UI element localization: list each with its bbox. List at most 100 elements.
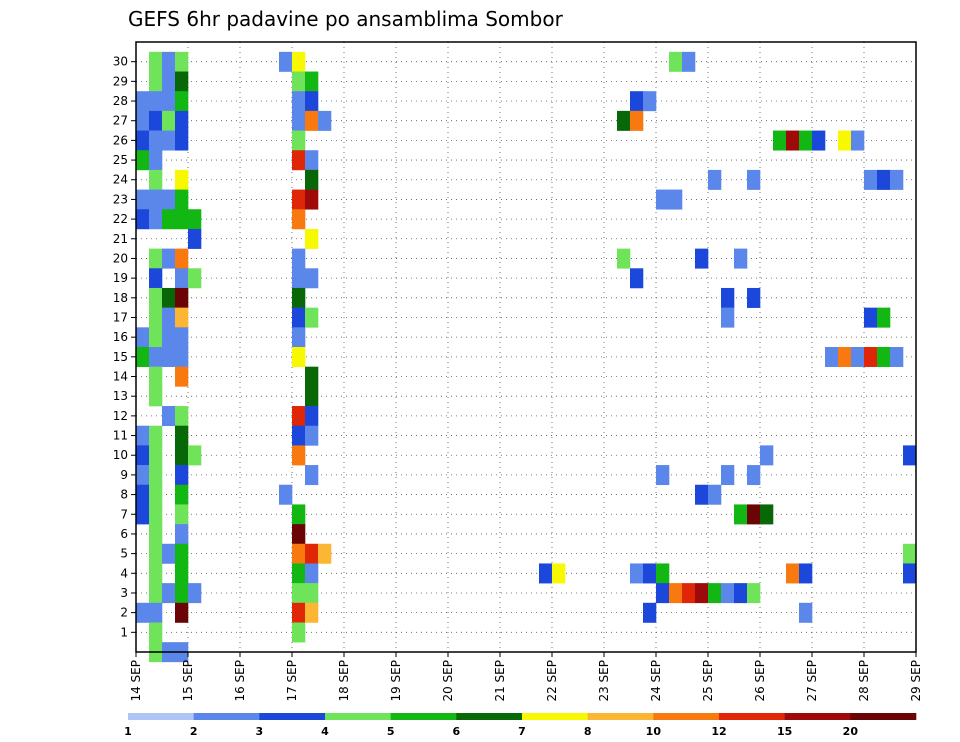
y-tick-label: 1 <box>120 625 128 639</box>
x-tick-label: 27 SEP <box>805 660 819 702</box>
colorbar-swatch <box>522 713 588 720</box>
x-tick-label: 16 SEP <box>233 660 247 702</box>
heatmap-cell <box>162 71 176 92</box>
y-tick-label: 2 <box>120 606 128 620</box>
heatmap-cell <box>149 51 163 72</box>
heatmap-cell <box>799 130 813 151</box>
heatmap-cell <box>305 543 319 564</box>
heatmap-cell <box>812 130 826 151</box>
heatmap-cell <box>851 130 865 151</box>
y-tick-label: 22 <box>113 212 128 226</box>
y-tick-label: 9 <box>120 468 128 482</box>
heatmap-cell <box>890 169 904 190</box>
heatmap-cell <box>188 583 202 604</box>
heatmap-cell <box>630 563 644 584</box>
heatmap-cell <box>162 543 176 564</box>
heatmap-cell <box>149 543 163 564</box>
colorbar-level-label: 6 <box>453 725 461 738</box>
heatmap-cell <box>747 504 761 525</box>
colorbar-level-label: 15 <box>777 725 792 738</box>
heatmap-cell <box>656 583 670 604</box>
heatmap-cell <box>305 91 319 112</box>
x-tick-label: 17 SEP <box>285 660 299 702</box>
heatmap-cell <box>305 406 319 427</box>
heatmap-cell <box>656 189 670 210</box>
heatmap-cell <box>669 583 683 604</box>
heatmap-cell <box>292 504 306 525</box>
y-tick-label: 13 <box>113 389 128 403</box>
heatmap-cell <box>292 150 306 171</box>
x-tick-label: 21 SEP <box>493 660 507 702</box>
heatmap-cell <box>175 543 189 564</box>
heatmap-cell <box>292 622 306 643</box>
heatmap-cell <box>175 110 189 131</box>
heatmap-cell <box>760 445 774 466</box>
heatmap-cell <box>175 268 189 289</box>
heatmap-cell <box>136 327 150 348</box>
heatmap-cell <box>149 150 163 171</box>
y-tick-label: 30 <box>113 55 128 69</box>
x-axis-ticks: 14 SEP 15 SEP 16 SEP 17 SEP 18 SEP 19 SEP 20 S… <box>129 652 923 702</box>
heatmap-cell <box>149 110 163 131</box>
colorbar-swatch <box>850 713 917 720</box>
heatmap-cell <box>305 189 319 210</box>
x-tick-label: 29 SEP <box>909 660 923 702</box>
x-tick-label: 24 SEP <box>649 660 663 702</box>
heatmap-cell <box>721 307 735 328</box>
heatmap-cell <box>162 130 176 151</box>
heatmap-cell <box>305 268 319 289</box>
heatmap-cell <box>149 189 163 210</box>
heatmap-cell <box>318 543 332 564</box>
y-tick-label: 8 <box>120 488 128 502</box>
x-tick-label: 23 SEP <box>597 660 611 702</box>
heatmap-cell <box>136 110 150 131</box>
colorbar-level-label: 5 <box>387 725 395 738</box>
y-tick-label: 19 <box>113 271 128 285</box>
colorbar-level-label: 1 <box>124 725 132 738</box>
heatmap-cell <box>305 110 319 131</box>
heatmap-cell <box>149 169 163 190</box>
heatmap-cell <box>136 347 150 367</box>
heatmap-cell <box>279 51 293 72</box>
x-tick-label: 25 SEP <box>701 660 715 702</box>
x-tick-label: 14 SEP <box>129 660 143 702</box>
heatmap-cell <box>708 484 722 505</box>
heatmap-cell <box>162 51 176 72</box>
y-tick-label: 29 <box>113 74 128 88</box>
heatmap-cell <box>292 268 306 289</box>
heatmap-cell <box>162 287 176 308</box>
heatmap-cell <box>175 406 189 427</box>
heatmap-cell <box>643 602 657 623</box>
y-tick-label: 17 <box>113 310 128 324</box>
heatmap-cell <box>149 622 163 643</box>
heatmap-cell <box>877 169 891 190</box>
heatmap-cell <box>838 347 852 367</box>
heatmap-cell <box>175 425 189 446</box>
heatmap-cell <box>136 602 150 623</box>
heatmap-cell <box>136 150 150 171</box>
heatmap-cell <box>890 347 904 367</box>
heatmap-cell <box>136 209 150 230</box>
x-tick-label: 19 SEP <box>389 660 403 702</box>
colorbar-swatch <box>128 713 194 720</box>
heatmap-cell <box>292 71 306 92</box>
heatmap-cell <box>279 484 293 505</box>
y-tick-label: 14 <box>113 370 128 384</box>
chart-title: GEFS 6hr padavine po ansamblima Sombor <box>128 7 564 31</box>
heatmap-cell <box>175 307 189 328</box>
heatmap-cell <box>149 366 163 387</box>
heatmap-cell <box>175 366 189 387</box>
x-tick-label: 20 SEP <box>441 660 455 702</box>
y-tick-label: 11 <box>113 429 128 443</box>
heatmap-cell <box>305 307 319 328</box>
y-tick-label: 26 <box>113 133 128 147</box>
x-tick-label: 18 SEP <box>337 660 351 702</box>
heatmap-cell <box>838 130 852 151</box>
heatmap-cell <box>162 248 176 269</box>
heatmap-cells <box>136 51 917 663</box>
heatmap-cell <box>136 189 150 210</box>
heatmap-cell <box>734 248 748 269</box>
heatmap-cell <box>708 169 722 190</box>
y-tick-label: 27 <box>113 114 128 128</box>
